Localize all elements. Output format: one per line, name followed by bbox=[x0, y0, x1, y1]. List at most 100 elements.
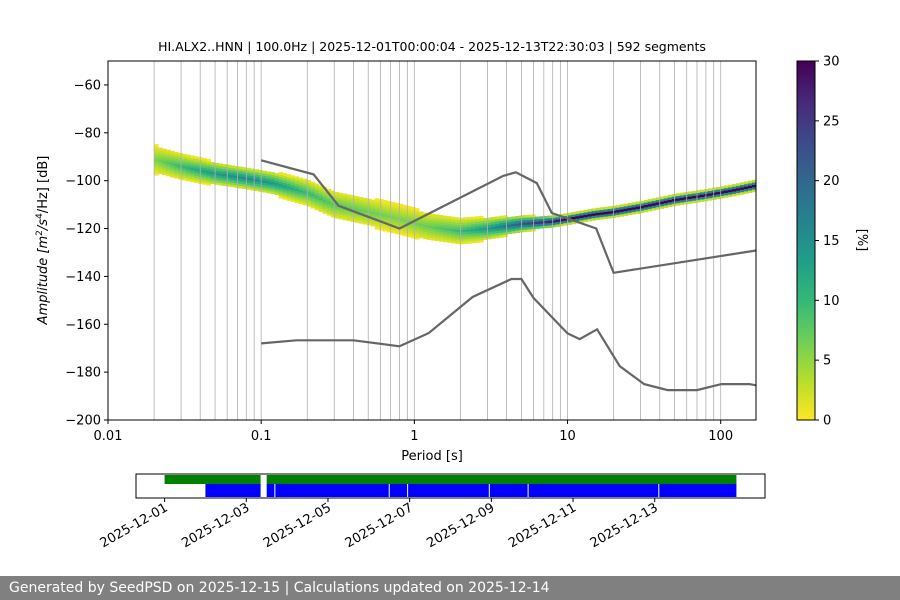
density-cell bbox=[370, 209, 376, 212]
density-cell bbox=[170, 172, 175, 175]
density-cell bbox=[194, 170, 199, 174]
density-cell bbox=[579, 220, 584, 223]
density-cell bbox=[222, 176, 227, 179]
x-axis-label: Period [s] bbox=[401, 449, 463, 464]
density-cell bbox=[258, 181, 263, 185]
density-cell bbox=[342, 196, 348, 199]
density-cell bbox=[338, 195, 344, 198]
density-cell bbox=[158, 166, 163, 170]
density-cell bbox=[394, 202, 400, 206]
density-cell bbox=[418, 213, 424, 217]
density-cell bbox=[398, 218, 404, 221]
density-cell bbox=[623, 213, 629, 216]
density-cell bbox=[591, 213, 596, 216]
density-cell bbox=[491, 233, 496, 237]
density-cell bbox=[314, 188, 320, 192]
density-cell bbox=[487, 217, 492, 221]
density-cell bbox=[330, 193, 336, 196]
density-cell bbox=[675, 198, 681, 201]
density-cell bbox=[366, 222, 372, 226]
density-cell bbox=[675, 193, 681, 197]
density-cell bbox=[631, 202, 637, 205]
density-cell bbox=[254, 183, 259, 187]
density-cell bbox=[699, 189, 705, 193]
density-cell bbox=[378, 206, 384, 209]
density-cell bbox=[551, 222, 556, 226]
density-cell bbox=[310, 186, 316, 190]
density-cell bbox=[631, 209, 637, 213]
density-cell bbox=[206, 166, 211, 169]
density-cell bbox=[230, 174, 235, 178]
density-cell bbox=[479, 218, 484, 222]
density-cell bbox=[186, 159, 191, 163]
density-cell bbox=[206, 163, 211, 167]
density-cell bbox=[575, 211, 580, 214]
density-cell bbox=[402, 219, 408, 222]
density-cell bbox=[354, 205, 360, 209]
density-cell bbox=[503, 220, 508, 223]
density-cell bbox=[635, 208, 641, 212]
density-cell bbox=[434, 231, 440, 234]
density-cell bbox=[426, 225, 432, 228]
density-cell bbox=[322, 201, 328, 205]
density-cell bbox=[278, 179, 284, 182]
density-cell bbox=[182, 163, 187, 167]
density-cell bbox=[302, 193, 308, 196]
density-cell bbox=[354, 215, 360, 219]
density-cell bbox=[739, 182, 745, 186]
density-cell bbox=[735, 187, 741, 191]
density-cell bbox=[326, 212, 332, 216]
density-cell bbox=[266, 183, 271, 187]
density-cell bbox=[202, 158, 207, 161]
density-cell bbox=[414, 215, 420, 218]
density-cell bbox=[723, 185, 729, 189]
density-cell bbox=[567, 212, 572, 216]
density-cell bbox=[523, 227, 528, 230]
density-cell bbox=[286, 183, 292, 187]
density-cell bbox=[174, 168, 179, 172]
density-cell bbox=[647, 199, 653, 202]
density-cell bbox=[711, 194, 717, 198]
density-cell bbox=[178, 155, 183, 158]
density-cell bbox=[615, 207, 621, 211]
density-cell bbox=[394, 229, 400, 232]
density-cell bbox=[306, 184, 312, 188]
density-cell bbox=[310, 189, 316, 192]
density-cell bbox=[182, 165, 187, 169]
density-cell bbox=[278, 193, 284, 197]
density-cell bbox=[258, 184, 263, 188]
density-cell bbox=[402, 204, 408, 208]
density-cell bbox=[551, 224, 556, 228]
density-cell bbox=[386, 205, 392, 209]
density-cell bbox=[250, 185, 255, 189]
density-cell bbox=[683, 201, 689, 205]
density-cell bbox=[471, 235, 476, 239]
density-cell bbox=[262, 189, 267, 193]
density-cell bbox=[178, 164, 183, 168]
density-cell bbox=[394, 207, 400, 211]
density-cell bbox=[439, 234, 444, 237]
density-cell bbox=[214, 179, 219, 183]
density-cell bbox=[422, 226, 428, 230]
density-cell bbox=[471, 238, 476, 241]
density-cell bbox=[330, 202, 336, 206]
density-cell bbox=[723, 187, 729, 191]
density-cell bbox=[258, 179, 263, 183]
density-cell bbox=[258, 170, 263, 173]
density-cell bbox=[479, 232, 484, 236]
density-cell bbox=[182, 172, 187, 176]
density-cell bbox=[723, 195, 729, 198]
density-cell bbox=[314, 195, 320, 199]
noise-model-curves bbox=[260, 159, 757, 392]
density-cell bbox=[455, 234, 460, 237]
density-cell bbox=[302, 197, 308, 201]
density-cell bbox=[170, 160, 175, 164]
density-cell bbox=[731, 191, 737, 194]
density-cell bbox=[535, 226, 540, 229]
density-cell bbox=[246, 184, 251, 188]
density-cell bbox=[418, 211, 424, 215]
density-cell bbox=[430, 235, 436, 239]
density-cell bbox=[422, 224, 428, 228]
density-cell bbox=[659, 201, 665, 205]
density-cell bbox=[495, 225, 500, 229]
